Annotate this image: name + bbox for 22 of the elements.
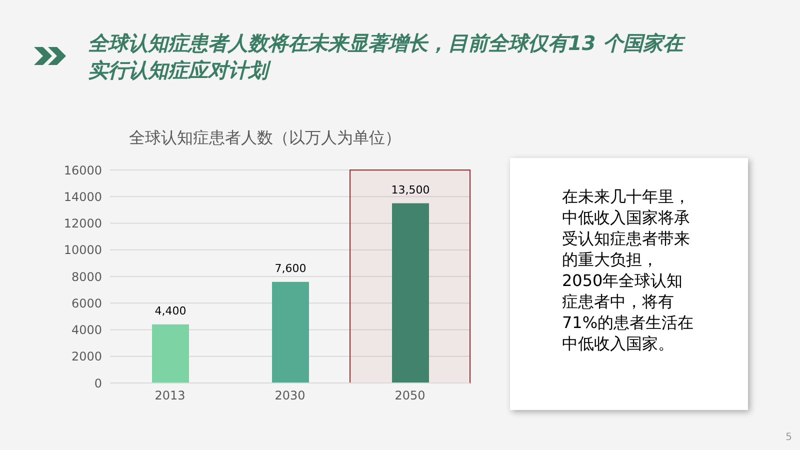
data-label: 13,500 <box>391 183 430 196</box>
y-tick-label: 8000 <box>71 270 102 284</box>
x-tick-label: 2050 <box>394 388 426 403</box>
data-label: 4,400 <box>154 304 186 318</box>
y-tick-label: 10000 <box>64 243 102 258</box>
data-label: 7,600 <box>274 262 306 275</box>
text: 在未来几十年里，中低收入国家将承受认知症患者带来的重大负担，2050年全球认知症患者中，将有71%的患者生活在中低收入国家。 <box>562 186 695 354</box>
y-tick-label: 0 <box>94 376 102 390</box>
x-tick-label: 2013 <box>154 388 186 403</box>
y-tick-label: 2000 <box>71 350 102 364</box>
y-tick-label: 6000 <box>71 296 102 310</box>
text: 5 <box>786 432 792 443</box>
bar <box>272 282 309 383</box>
y-tick-label: 14000 <box>64 190 102 204</box>
chart-subtitle: 全球认知症患者人数（以万人为单位） <box>128 128 402 149</box>
chart-title: 全球认知症患者人数将在未来显著增长，目前全球仅有13 个国家在实行认知症应对计划 <box>88 30 686 84</box>
y-tick-label: 4000 <box>71 323 102 338</box>
y-tick-label: 16000 <box>64 163 102 178</box>
y-tick-label: 12000 <box>64 216 102 231</box>
x-tick-label: 2030 <box>274 388 306 403</box>
bar <box>392 203 429 383</box>
bar <box>152 324 189 383</box>
